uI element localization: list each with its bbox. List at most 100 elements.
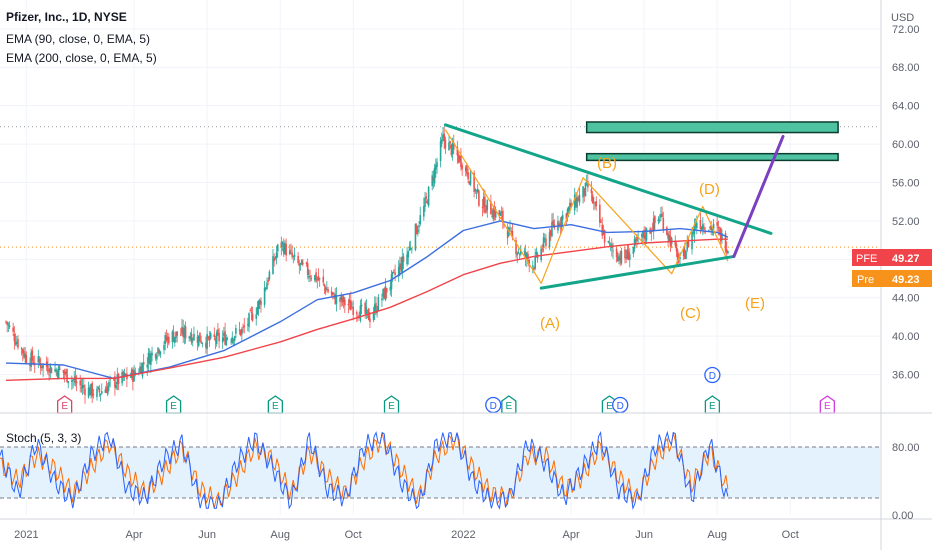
candle-body-315 [533, 267, 535, 270]
event-marker-10[interactable]: E [819, 395, 835, 414]
candle-body-369 [624, 249, 626, 259]
candle-body-183 [310, 278, 313, 280]
wave-label-b: (B) [597, 155, 617, 172]
candle-body-312 [527, 253, 529, 260]
wave-label-c: (C) [680, 305, 701, 322]
candle-body-21 [39, 363, 42, 369]
candle-body-8 [17, 339, 19, 348]
candle-body-304 [515, 240, 517, 254]
candle-body-14 [29, 363, 31, 366]
y-tick-label-1: 68.00 [892, 62, 920, 74]
y-tick-label-5: 52.00 [892, 216, 920, 228]
candle-body-360 [608, 241, 611, 244]
candle-body-402 [678, 260, 680, 262]
candle-body-250 [424, 198, 426, 207]
event-marker-text-1: E [170, 401, 177, 412]
candle-body-237 [401, 256, 404, 273]
candle-body-53 [92, 394, 95, 396]
candle-body-49 [87, 387, 90, 398]
candle-body-342 [577, 197, 580, 202]
stochastic-panel [0, 430, 880, 511]
candle-body-31 [56, 370, 59, 378]
candle-body-417 [703, 227, 705, 230]
candle-body-341 [576, 197, 578, 208]
candle-body-95 [164, 334, 167, 345]
candle-body-15 [30, 352, 32, 367]
candle-body-162 [275, 252, 278, 258]
target-zones [585, 121, 839, 162]
candle-body-245 [415, 225, 418, 234]
candle-body-10 [21, 349, 24, 354]
event-marker-0[interactable]: E [57, 395, 73, 414]
candle-body-123 [209, 333, 212, 339]
candle-body-30 [55, 370, 58, 372]
price-label-pfe-value: 49.27 [892, 253, 920, 265]
candle-body-256 [433, 167, 436, 184]
candle-body-58 [100, 391, 103, 394]
candle-body-212 [359, 305, 362, 321]
event-marker-text-5: E [506, 401, 513, 412]
stoch-tick-label-1: 0.00 [892, 510, 913, 522]
candle-body-175 [298, 263, 301, 266]
candle-body-291 [492, 209, 495, 220]
candle-body-33 [59, 368, 61, 370]
triangle-trendline-0 [443, 123, 773, 235]
event-marker-9[interactable]: D [704, 366, 721, 384]
candle-body-36 [65, 371, 67, 374]
ema90-legend[interactable]: EMA (90, close, 0, EMA, 5) [6, 32, 150, 46]
candle-body-1 [6, 321, 8, 325]
candle-body-139 [238, 329, 241, 331]
event-marker-4[interactable]: D [485, 396, 502, 414]
candle-body-382 [644, 234, 647, 240]
candle-body-148 [251, 313, 254, 321]
candle-body-265 [449, 141, 451, 144]
stoch-legend[interactable]: Stoch (5, 3, 3) [6, 431, 81, 445]
event-marker-7[interactable]: D [612, 396, 629, 414]
candle-body-219 [372, 313, 375, 320]
candle-body-112 [191, 339, 194, 341]
event-marker-5[interactable]: E [501, 395, 517, 414]
price-label-pfe-name: PFE [856, 253, 877, 265]
candle-body-60 [105, 388, 108, 393]
candle-body-110 [189, 336, 192, 339]
candle-body-167 [284, 242, 286, 254]
candle-body-410 [692, 231, 695, 234]
candle-body-314 [531, 265, 534, 267]
candle-body-194 [330, 291, 333, 296]
candle-body-176 [299, 263, 302, 264]
ema200-legend[interactable]: EMA (200, close, 0, EMA, 5) [6, 51, 157, 65]
candle-body-350 [591, 194, 594, 204]
candle-body-344 [582, 186, 584, 198]
candle-body-190 [323, 284, 326, 287]
candle-body-84 [146, 364, 149, 368]
candle-body-25 [47, 365, 49, 373]
event-marker-3[interactable]: E [383, 395, 400, 414]
candle-body-349 [590, 189, 593, 194]
candle-body-277 [468, 181, 471, 185]
candle-body-19 [37, 356, 40, 363]
candle-body-42 [74, 376, 77, 383]
candle-body-231 [391, 271, 394, 275]
candle-body-111 [190, 333, 193, 343]
candle-body-271 [458, 156, 461, 161]
candle-body-332 [560, 217, 563, 228]
candle-body-146 [249, 310, 252, 312]
candle-body-78 [134, 371, 137, 374]
candle-body-287 [485, 210, 487, 213]
y-tick-label-8: 40.00 [892, 331, 920, 343]
candle-body-295 [499, 212, 502, 216]
candle-body-248 [419, 215, 422, 225]
candle-body-311 [526, 253, 528, 259]
candle-body-27 [49, 365, 52, 373]
candle-body-255 [432, 177, 435, 181]
candle-body-286 [484, 196, 486, 213]
candle-body-157 [267, 280, 269, 282]
event-marker-1[interactable]: E [165, 395, 182, 414]
candle-body-44 [79, 380, 82, 386]
candle-body-272 [460, 155, 462, 168]
candle-body-352 [594, 202, 596, 204]
candle-body-282 [476, 189, 479, 193]
candle-body-184 [314, 275, 316, 281]
candle-body-390 [658, 220, 661, 222]
